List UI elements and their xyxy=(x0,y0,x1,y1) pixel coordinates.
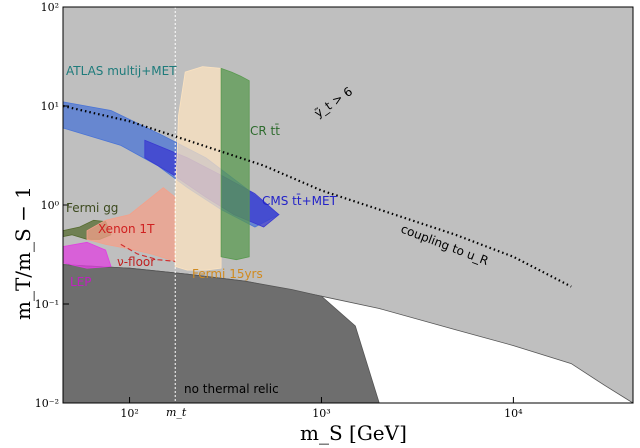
y-tick-label: 10⁰ xyxy=(41,199,60,212)
fermi-15yrs-label: Fermi 15yrs xyxy=(192,267,263,281)
x-tick-label: 10³ xyxy=(312,407,330,420)
cr-tt-label: CR tt̄ xyxy=(250,124,280,138)
cms-label: CMS tt̄+MET xyxy=(262,194,338,208)
y-axis-title: m_T/m_S − 1 xyxy=(11,186,35,320)
fermi-gg-label: Fermi gg xyxy=(66,201,118,215)
no-thermal-relic-label: no thermal relic xyxy=(184,382,279,396)
atlas-label: ATLAS multij+MET xyxy=(66,64,177,78)
regions-layer xyxy=(62,6,634,404)
y-tick-label: 10⁻¹ xyxy=(35,298,59,311)
y-tick-label: 10¹ xyxy=(41,100,59,113)
xenon-label: Xenon 1T xyxy=(98,222,155,236)
curve--floor xyxy=(120,243,176,262)
nu-floor-label: ν-floor xyxy=(117,255,155,269)
x-axis-title: m_S [GeV] xyxy=(300,421,407,445)
x-tick-label: 10⁴ xyxy=(504,407,523,420)
m-t-label: m_t xyxy=(166,406,187,419)
curves-layer xyxy=(62,104,572,288)
lep-label: LEP xyxy=(70,275,92,289)
curve-coupling-to-u-r xyxy=(62,104,572,288)
region-cr-tt- xyxy=(220,67,250,261)
y-tick-label: 10² xyxy=(41,1,59,14)
y-tick-label: 10⁻² xyxy=(35,397,59,410)
ticks-layer: 10² 10³ 10⁴ 10⁻² 10⁻¹ 10⁰ 10¹ 10² xyxy=(35,1,523,420)
region-fermi-15yrs xyxy=(174,66,222,271)
x-tick-label: 10² xyxy=(120,407,138,420)
